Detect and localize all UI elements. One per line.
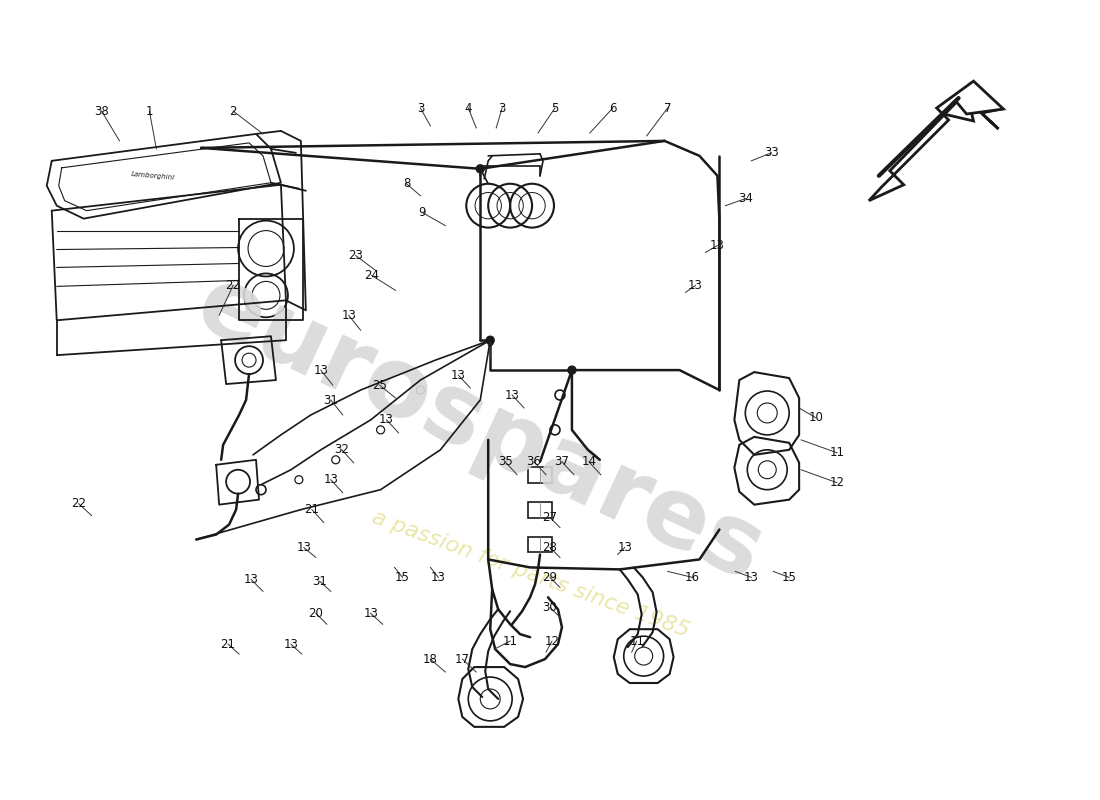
Text: 13: 13 bbox=[341, 309, 356, 322]
Text: 13: 13 bbox=[314, 364, 328, 377]
Text: 13: 13 bbox=[431, 571, 446, 584]
Text: 23: 23 bbox=[349, 249, 363, 262]
Text: 6: 6 bbox=[609, 102, 616, 114]
Text: 5: 5 bbox=[551, 102, 559, 114]
Text: 32: 32 bbox=[334, 443, 349, 456]
Text: 3: 3 bbox=[417, 102, 425, 114]
Text: 2: 2 bbox=[230, 105, 236, 118]
Text: 21: 21 bbox=[221, 638, 235, 650]
Text: 9: 9 bbox=[419, 206, 426, 219]
Text: 13: 13 bbox=[296, 541, 311, 554]
Circle shape bbox=[476, 165, 484, 173]
Text: 12: 12 bbox=[829, 476, 845, 490]
Text: 3: 3 bbox=[486, 336, 494, 349]
Text: 13: 13 bbox=[710, 239, 725, 252]
Text: 13: 13 bbox=[617, 541, 632, 554]
Text: 13: 13 bbox=[284, 638, 298, 650]
Text: 22: 22 bbox=[72, 497, 86, 510]
Text: 17: 17 bbox=[454, 653, 470, 666]
Text: a passion for parts since 1985: a passion for parts since 1985 bbox=[368, 507, 692, 642]
Text: 18: 18 bbox=[424, 653, 438, 666]
Text: 3: 3 bbox=[498, 102, 506, 114]
Text: 7: 7 bbox=[663, 102, 671, 114]
Polygon shape bbox=[944, 84, 1001, 129]
Text: 31: 31 bbox=[312, 575, 327, 588]
Text: 33: 33 bbox=[763, 146, 779, 159]
Text: 13: 13 bbox=[243, 573, 258, 586]
Text: 10: 10 bbox=[808, 411, 824, 425]
Text: 13: 13 bbox=[505, 389, 519, 402]
Text: Lamborghini: Lamborghini bbox=[131, 171, 176, 181]
Text: 38: 38 bbox=[95, 105, 109, 118]
Text: 15: 15 bbox=[395, 571, 410, 584]
Text: 24: 24 bbox=[364, 269, 380, 282]
Text: 13: 13 bbox=[689, 279, 703, 292]
Text: 34: 34 bbox=[738, 192, 752, 206]
Text: 13: 13 bbox=[379, 414, 394, 426]
Text: 13: 13 bbox=[744, 571, 759, 584]
Text: 31: 31 bbox=[323, 394, 338, 406]
Text: 12: 12 bbox=[544, 634, 560, 648]
Text: 30: 30 bbox=[542, 601, 558, 614]
Text: 28: 28 bbox=[542, 541, 558, 554]
Polygon shape bbox=[869, 81, 1003, 201]
Text: 37: 37 bbox=[554, 455, 570, 468]
Text: 15: 15 bbox=[782, 571, 796, 584]
Text: 29: 29 bbox=[542, 571, 558, 584]
Text: 16: 16 bbox=[685, 571, 700, 584]
Text: eurospares: eurospares bbox=[183, 258, 779, 602]
Text: 25: 25 bbox=[372, 378, 387, 391]
Text: 20: 20 bbox=[308, 606, 323, 620]
Circle shape bbox=[486, 336, 494, 344]
Text: 35: 35 bbox=[498, 455, 513, 468]
Text: 36: 36 bbox=[527, 455, 541, 468]
Text: 27: 27 bbox=[542, 511, 558, 524]
Text: 4: 4 bbox=[464, 102, 472, 114]
Text: 21: 21 bbox=[305, 503, 319, 516]
Text: 22: 22 bbox=[226, 279, 241, 292]
Text: 11: 11 bbox=[629, 634, 645, 648]
Text: 13: 13 bbox=[323, 474, 338, 486]
Text: 11: 11 bbox=[829, 446, 845, 459]
Text: 11: 11 bbox=[503, 634, 518, 648]
Text: 8: 8 bbox=[403, 178, 410, 190]
Circle shape bbox=[568, 366, 576, 374]
Text: 14: 14 bbox=[582, 455, 596, 468]
Text: 1: 1 bbox=[145, 105, 153, 118]
Text: 13: 13 bbox=[363, 606, 378, 620]
Text: 13: 13 bbox=[451, 369, 465, 382]
